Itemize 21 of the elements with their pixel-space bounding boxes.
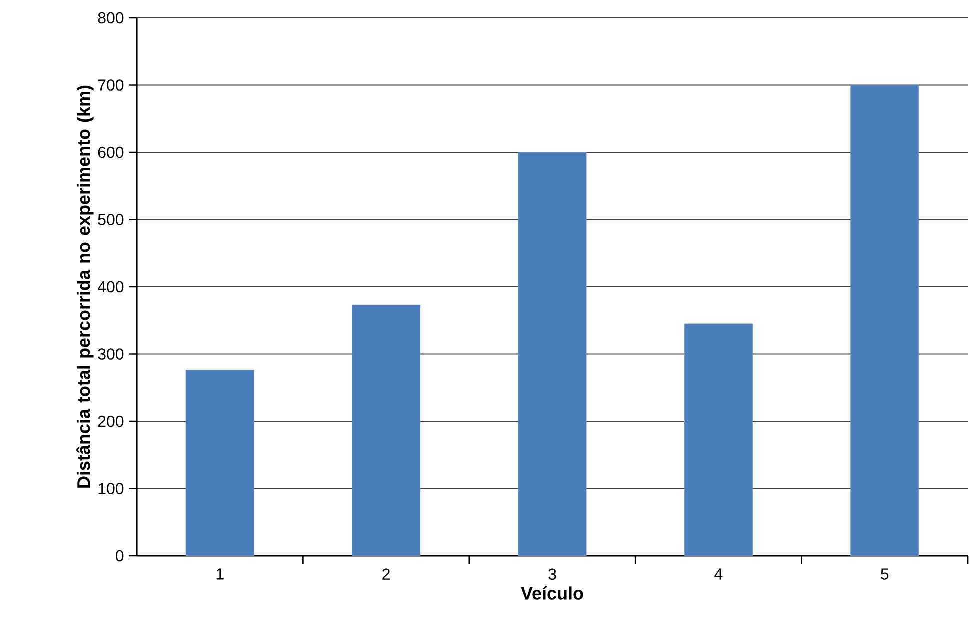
bar: [518, 152, 587, 556]
y-tick-label: 600: [98, 146, 124, 158]
y-tick-label: 500: [98, 214, 124, 226]
bar: [352, 304, 421, 556]
x-tick-label: 4: [714, 568, 723, 580]
bar: [850, 84, 920, 556]
y-tick-label: 200: [98, 416, 124, 428]
y-tick-label: 0: [116, 550, 124, 562]
y-axis-title: Distância total percorrida no experimento (km): [76, 86, 94, 488]
x-tick-label: 5: [881, 568, 889, 580]
x-tick-label: 1: [216, 568, 224, 580]
y-tick-label: 100: [98, 483, 124, 494]
bar: [684, 324, 753, 556]
x-tick-label: 2: [382, 568, 390, 580]
bar: [186, 370, 254, 556]
y-tick-label: 700: [98, 80, 124, 91]
x-tick-label: 3: [548, 568, 556, 580]
x-axis-title: Veículo: [521, 586, 584, 600]
y-tick-label: 400: [98, 281, 124, 293]
y-tick-label: 300: [98, 348, 124, 360]
y-tick-label: 800: [98, 12, 124, 24]
